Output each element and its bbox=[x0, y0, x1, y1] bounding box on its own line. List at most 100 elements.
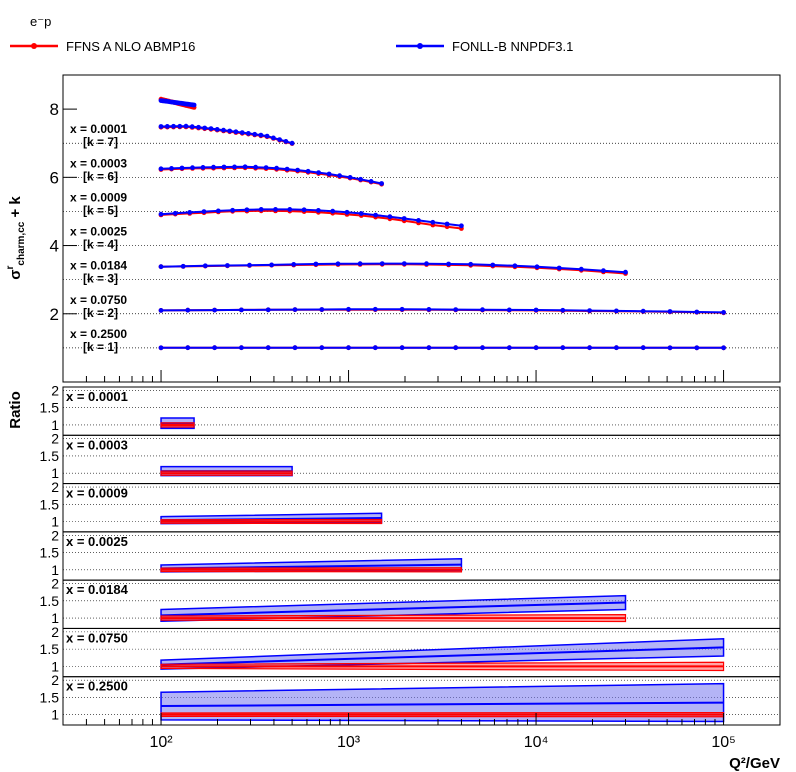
point-fonll bbox=[171, 123, 176, 129]
point-fonll bbox=[239, 130, 245, 136]
ratio-y-tick-label: 1.5 bbox=[40, 400, 60, 416]
ratio-y-axis-label: Ratio bbox=[7, 391, 24, 429]
point-fonll bbox=[346, 306, 351, 312]
ratio-x-bin-label: x = 0.0001 bbox=[66, 389, 128, 404]
point-fonll bbox=[587, 308, 592, 313]
main-x-bin-label: x = 0.0025 bbox=[70, 225, 127, 239]
ratio-fonll-central bbox=[161, 646, 724, 666]
point-fonll bbox=[368, 179, 374, 184]
point-fonll bbox=[344, 209, 350, 215]
main-k-label: [k = 4] bbox=[83, 238, 118, 252]
point-fonll bbox=[252, 131, 258, 137]
point-fonll bbox=[283, 139, 289, 144]
point-fonll bbox=[215, 208, 221, 214]
x-tick-label: 10³ bbox=[337, 734, 361, 751]
ratio-panel-frame bbox=[62, 676, 781, 726]
point-fonll bbox=[578, 266, 584, 272]
point-fonll bbox=[319, 345, 325, 351]
legend-label-ffns: FFNS A NLO ABMP16 bbox=[66, 39, 195, 54]
chart-title: e⁻p bbox=[30, 14, 51, 29]
main-x-bin-label: x = 0.2500 bbox=[70, 327, 127, 341]
point-fonll bbox=[263, 165, 269, 171]
curve-fonll-bin-5 bbox=[160, 262, 626, 274]
point-fonll bbox=[295, 167, 300, 173]
point-fonll bbox=[214, 126, 220, 132]
point-fonll bbox=[459, 223, 464, 229]
ratio-fonll-central bbox=[161, 601, 626, 617]
point-fonll bbox=[326, 171, 332, 177]
point-fonll bbox=[316, 170, 321, 176]
point-fonll bbox=[424, 261, 429, 267]
curve-ffns-bin-2 bbox=[160, 125, 293, 145]
point-fonll bbox=[399, 306, 405, 312]
point-fonll bbox=[158, 166, 164, 172]
point-fonll bbox=[291, 262, 297, 267]
point-fonll bbox=[313, 261, 319, 267]
point-fonll bbox=[387, 214, 393, 220]
point-fonll bbox=[265, 307, 271, 313]
point-fonll bbox=[158, 211, 164, 217]
point-fonll bbox=[289, 140, 295, 146]
ratio-y-tick-label: 1.5 bbox=[40, 689, 60, 705]
point-fonll bbox=[430, 219, 436, 225]
point-fonll bbox=[239, 307, 244, 313]
point-fonll bbox=[533, 307, 539, 313]
ratio-panel-frame bbox=[62, 483, 781, 533]
point-fonll bbox=[560, 345, 566, 351]
point-fonll bbox=[185, 345, 191, 351]
point-fonll bbox=[221, 164, 227, 170]
main-k-label: [k = 3] bbox=[83, 272, 118, 286]
point-fonll bbox=[292, 307, 298, 312]
point-fonll bbox=[287, 207, 293, 212]
ratio-y-tick-label: 2 bbox=[51, 382, 59, 398]
curve-fonll-bin-3 bbox=[160, 165, 382, 185]
point-fonll bbox=[212, 307, 218, 313]
main-y-tick-label: 8 bbox=[50, 100, 59, 119]
ratio-x-bin-label: x = 0.2500 bbox=[66, 679, 128, 694]
point-fonll bbox=[230, 207, 236, 213]
point-fonll bbox=[221, 127, 226, 133]
point-fonll bbox=[623, 269, 628, 275]
point-fonll bbox=[446, 261, 451, 267]
main-y-tick-label: 2 bbox=[50, 305, 59, 324]
point-fonll bbox=[242, 164, 248, 170]
point-fonll bbox=[225, 263, 230, 268]
legend-marker-ffns bbox=[31, 43, 37, 49]
point-fonll bbox=[158, 264, 164, 270]
point-fonll bbox=[211, 164, 216, 170]
point-fonll bbox=[512, 263, 518, 269]
point-fonll bbox=[239, 345, 244, 351]
point-fonll bbox=[399, 345, 405, 351]
point-fonll bbox=[246, 131, 251, 136]
point-fonll bbox=[614, 308, 619, 314]
ratio-x-bin-label: x = 0.0025 bbox=[66, 534, 128, 549]
point-fonll bbox=[316, 208, 321, 213]
ratio-x-bin-label: x = 0.0003 bbox=[66, 437, 128, 452]
ratio-y-tick-label: 1.5 bbox=[40, 448, 60, 464]
point-fonll bbox=[560, 307, 566, 313]
point-fonll bbox=[373, 212, 378, 218]
point-fonll bbox=[533, 345, 539, 351]
main-k-label: [k = 5] bbox=[83, 203, 118, 217]
point-fonll bbox=[177, 123, 183, 129]
point-fonll bbox=[273, 207, 278, 212]
point-fonll bbox=[614, 345, 619, 351]
point-fonll bbox=[468, 261, 474, 267]
ratio-y-tick-label: 1.5 bbox=[40, 496, 60, 512]
point-fonll bbox=[480, 307, 485, 313]
point-fonll bbox=[506, 345, 512, 351]
point-fonll bbox=[480, 345, 485, 351]
ratio-y-tick-label: 1 bbox=[51, 514, 59, 530]
main-y-axis-label: σrcharm,cc + k bbox=[5, 196, 27, 280]
x-tick-label: 10² bbox=[149, 734, 173, 751]
point-fonll bbox=[335, 261, 341, 267]
curve-fonll-bin-4 bbox=[160, 208, 462, 227]
ratio-y-tick-label: 1.5 bbox=[40, 593, 60, 609]
ratio-x-bin-label: x = 0.0184 bbox=[66, 582, 129, 597]
point-fonll bbox=[200, 165, 206, 170]
point-fonll bbox=[244, 207, 250, 213]
ratio-y-tick-label: 1.5 bbox=[40, 641, 60, 657]
point-fonll bbox=[274, 165, 279, 171]
point-fonll bbox=[180, 263, 186, 269]
